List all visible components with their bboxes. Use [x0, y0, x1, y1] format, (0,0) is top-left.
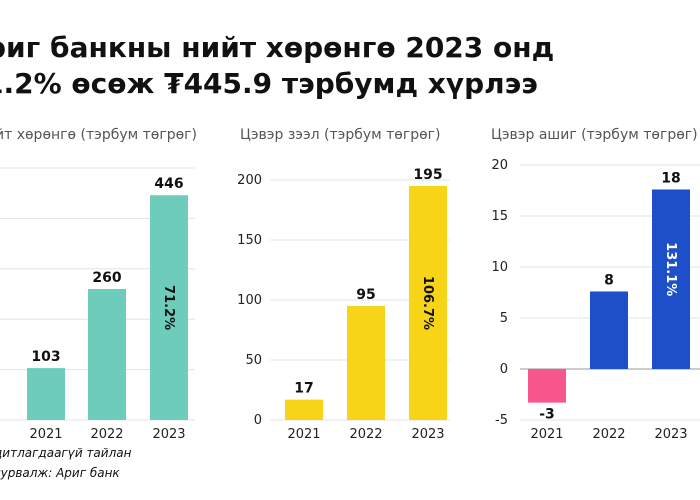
- chart-title-line-2: 1.2% өсөж ₮445.9 тэрбумд хүрлээ: [0, 67, 538, 100]
- value-label: 17: [294, 381, 313, 397]
- bar-2021: [285, 399, 323, 420]
- panel-title-3: Цэвэр ашиг (тэрбум төгрөг): [491, 127, 698, 143]
- y-tick-label: 150: [237, 233, 262, 248]
- value-label: 8: [604, 272, 614, 288]
- x-tick-label: 2023: [152, 427, 185, 442]
- value-label: 18: [661, 170, 680, 186]
- growth-label: 131.1%: [663, 242, 678, 296]
- value-label: 260: [92, 270, 121, 286]
- value-label: 446: [154, 176, 183, 192]
- x-tick-label: 2023: [411, 427, 444, 442]
- bar-2022: [347, 306, 385, 420]
- x-tick-label: 2021: [287, 427, 320, 442]
- footnote-source: сурвалж: Ариг банк: [0, 466, 120, 480]
- x-tick-label: 2022: [349, 427, 382, 442]
- bar-2022: [88, 288, 126, 420]
- growth-label: 106.7%: [420, 276, 435, 330]
- value-label: -3: [539, 407, 555, 423]
- bar-2022: [590, 291, 628, 369]
- x-tick-label: 2022: [592, 427, 625, 442]
- panel-title-2: Цэвэр зээл (тэрбум төгрөг): [240, 127, 441, 143]
- panel-title-1: йт хөрөнгө (тэрбум төгрөг): [0, 127, 197, 143]
- y-tick-label: 100: [237, 293, 262, 308]
- bar-2021: [27, 368, 65, 420]
- value-label: 195: [413, 167, 442, 183]
- x-tick-label: 2023: [654, 427, 687, 442]
- y-tick-label: 0: [500, 362, 508, 377]
- y-tick-label: 200: [237, 173, 262, 188]
- x-tick-label: 2021: [29, 427, 62, 442]
- bar-2021: [528, 369, 566, 403]
- y-tick-label: 10: [491, 260, 508, 275]
- value-label: 103: [31, 349, 60, 365]
- y-tick-label: -5: [495, 413, 508, 428]
- y-tick-label: 20: [491, 158, 508, 173]
- bar-2023: [150, 195, 188, 420]
- y-tick-label: 0: [254, 413, 262, 428]
- bar-2023: [652, 189, 690, 369]
- x-tick-label: 2021: [530, 427, 563, 442]
- y-tick-label: 50: [245, 353, 262, 368]
- chart-title-line-1: риг банкны нийт хөрөнгө 2023 онд: [0, 31, 555, 64]
- bar-2023: [409, 186, 447, 420]
- y-tick-label: 15: [491, 209, 508, 224]
- x-tick-label: 2022: [90, 427, 123, 442]
- footnote-unaudited: дитлагдаагүй тайлан: [0, 446, 132, 460]
- y-tick-label: 5: [500, 311, 508, 326]
- value-label: 95: [356, 287, 375, 303]
- growth-label: 71.2%: [161, 285, 176, 330]
